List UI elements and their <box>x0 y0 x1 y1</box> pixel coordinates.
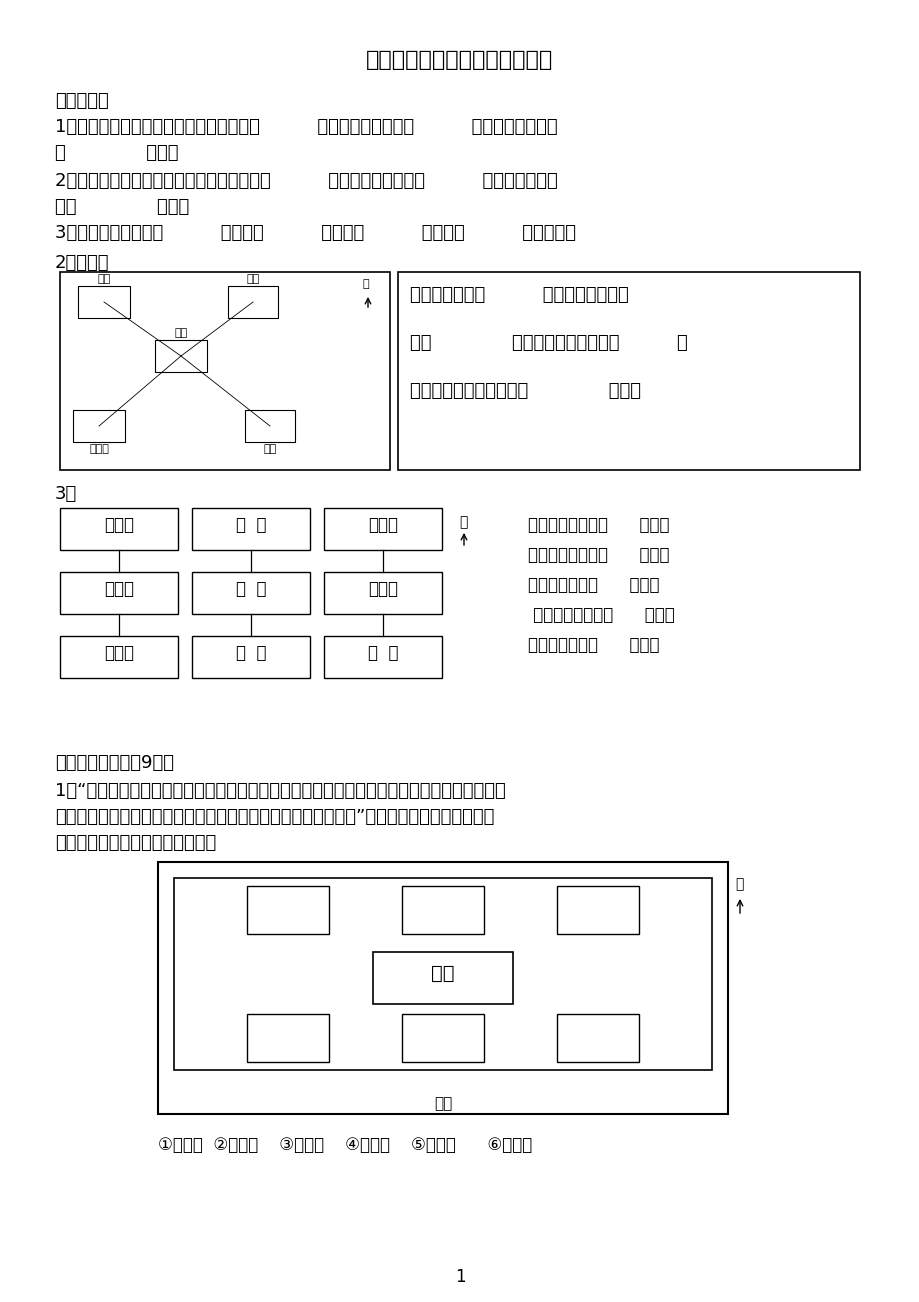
Text: 的（              ）面；书店在学校的（          ）: 的（ ）面；书店在学校的（ ） <box>410 335 687 352</box>
Text: 体育馆: 体育馆 <box>368 579 398 598</box>
Text: 邮局在学校的（      ）面，: 邮局在学校的（ ）面， <box>528 635 659 654</box>
Text: （              ）面。: （ ）面。 <box>55 145 178 161</box>
Text: 碧海园: 碧海园 <box>89 444 108 454</box>
Bar <box>60 635 177 678</box>
Bar <box>556 1014 639 1062</box>
Text: 超市: 超市 <box>246 273 259 284</box>
Bar <box>323 572 441 615</box>
Bar <box>158 862 727 1115</box>
Text: 一、填空：: 一、填空： <box>55 92 108 109</box>
Bar <box>323 635 441 678</box>
Text: 书店: 书店 <box>263 444 277 454</box>
Bar <box>246 885 329 934</box>
Text: 大门: 大门 <box>434 1096 451 1111</box>
Text: 2、填一填: 2、填一填 <box>55 254 109 272</box>
Text: 商店在学校的（      ）面，: 商店在学校的（ ）面， <box>528 575 659 594</box>
Bar <box>73 410 125 441</box>
Bar <box>192 572 310 615</box>
Text: 邮局: 邮局 <box>97 273 110 284</box>
Text: 少年宫在学校的（      ）面。: 少年宫在学校的（ ）面。 <box>528 546 669 564</box>
Bar <box>244 410 295 441</box>
Bar <box>192 508 310 549</box>
Text: 电影院: 电影院 <box>104 579 134 598</box>
Text: 商  店: 商 店 <box>235 516 266 534</box>
Text: 是（              ）面。: 是（ ）面。 <box>55 198 189 216</box>
Bar <box>556 885 639 934</box>
Text: 2、晚上，当你面对北极星时，你的后面是（          ）面，你的左面是（          ）面，你的右面: 2、晚上，当你面对北极星时，你的后面是（ ）面，你的左面是（ ）面，你的右面 <box>55 172 557 190</box>
Bar <box>174 878 711 1070</box>
Text: 面；碧海园在书店的是（              ）面。: 面；碧海园在书店的是（ ）面。 <box>410 381 641 400</box>
Text: 动物园: 动物园 <box>104 644 134 661</box>
Text: 医  院: 医 院 <box>368 644 398 661</box>
Text: ①环保屋  ②电脑屋    ③天文馆    ④航模馆    ⑤气象馆      ⑥生物馆: ①环保屋 ②电脑屋 ③天文馆 ④航模馆 ⑤气象馆 ⑥生物馆 <box>158 1137 532 1154</box>
Text: 1、早晨，当你面对太阳时，你的后面是（          ）面，你的左面是（          ）面，你的右面是: 1、早晨，当你面对太阳时，你的后面是（ ）面，你的左面是（ ）面，你的右面是 <box>55 118 557 135</box>
Text: 1: 1 <box>454 1268 465 1286</box>
Text: 人教版三年级下册第一单元试题: 人教版三年级下册第一单元试题 <box>366 49 553 70</box>
Text: 二、实践操作：（9分）: 二、实践操作：（9分） <box>55 754 174 772</box>
Text: 体育馆在学校的（      ）面，: 体育馆在学校的（ ）面， <box>528 516 669 534</box>
Bar <box>402 1014 483 1062</box>
Text: 学  校: 学 校 <box>235 579 266 598</box>
Text: 展厅: 展厅 <box>431 963 454 983</box>
Text: 3、: 3、 <box>55 486 77 503</box>
Text: 北: 北 <box>459 516 467 529</box>
Text: 北: 北 <box>363 279 369 289</box>
Bar <box>60 272 390 470</box>
Bar <box>372 952 513 1004</box>
Text: 邮  局: 邮 局 <box>235 644 266 661</box>
Bar <box>228 286 278 318</box>
Text: 3、地图通常是按上（          ）、下（          ）、左（          ）、右（          ）绘制的。: 3、地图通常是按上（ ）、下（ ）、左（ ）、右（ ）绘制的。 <box>55 224 575 242</box>
Text: 北: 北 <box>734 878 743 891</box>
Bar <box>154 340 207 372</box>
Text: 些馆名的序号填在适当的位置上。: 些馆名的序号填在适当的位置上。 <box>55 835 216 852</box>
Bar <box>192 635 310 678</box>
Text: 学校: 学校 <box>175 328 187 339</box>
Text: 西北面有天文馆，在展厅有东南面有生物馆，西南面有航模馆。”请你根据小亮的描述，把这: 西北面有天文馆，在展厅有东南面有生物馆，西南面有航模馆。”请你根据小亮的描述，把… <box>55 809 494 825</box>
Bar <box>323 508 441 549</box>
Text: 电影院在学校的（      ）面，: 电影院在学校的（ ）面， <box>528 605 674 624</box>
Text: 少年宫: 少年宫 <box>104 516 134 534</box>
Bar <box>60 508 177 549</box>
Text: 邮局在学校的（          ）面；超市在学校: 邮局在学校的（ ）面；超市在学校 <box>410 286 628 303</box>
Bar <box>402 885 483 934</box>
Text: 1、“走进科技馆大门，在展厅的正北面有电脑屋，南面有气象馆，在展厅的东北面有环保屋，: 1、“走进科技馆大门，在展厅的正北面有电脑屋，南面有气象馆，在展厅的东北面有环保… <box>55 783 505 799</box>
Bar <box>60 572 177 615</box>
Bar <box>398 272 859 470</box>
Text: 图书馆: 图书馆 <box>368 516 398 534</box>
Bar <box>78 286 130 318</box>
Bar <box>246 1014 329 1062</box>
